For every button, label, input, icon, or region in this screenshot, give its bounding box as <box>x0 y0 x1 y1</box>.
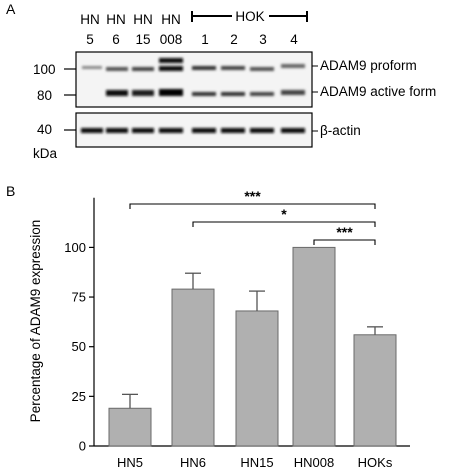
band-proform-hn6 <box>106 67 128 71</box>
lane-top-hn15: HN <box>133 12 153 27</box>
significance-label: *** <box>244 188 261 204</box>
lane-bottom-hok1: 1 <box>201 32 209 47</box>
band-proform-hn008-lower <box>159 66 183 71</box>
band-proform-hok3 <box>250 67 274 71</box>
significance-bracket <box>129 203 376 209</box>
significance-label: * <box>281 206 287 222</box>
actin-bands <box>81 128 305 133</box>
y-tick-label: 50 <box>72 339 86 354</box>
lane-bottom-5: 5 <box>86 32 94 47</box>
band-active-hn6 <box>106 90 128 96</box>
y-tick-label: 0 <box>79 439 86 454</box>
marker-100: 100 <box>33 62 56 77</box>
band-actin-hn6 <box>106 128 128 133</box>
band-proform-hn008-upper <box>159 58 183 63</box>
adam9-bands <box>82 58 305 96</box>
bar-hoks <box>353 334 397 447</box>
adam9-blot-frame <box>75 51 313 108</box>
significance-brackets: ******* <box>129 188 376 245</box>
band-actin-hok3 <box>250 128 274 133</box>
active-form-label: ADAM9 active form <box>320 84 436 99</box>
x-tick-label: HN008 <box>294 455 334 470</box>
y-tick-label: 75 <box>72 290 86 305</box>
significance-label: *** <box>336 224 353 240</box>
x-tick-label: HN6 <box>180 455 206 470</box>
mw-markers: 100 80 40 kDa <box>33 62 76 161</box>
band-actin-hn008 <box>159 128 183 133</box>
band-actin-hok2 <box>221 128 245 133</box>
lane-bottom-hok3: 3 <box>259 32 267 47</box>
band-active-hok4 <box>281 90 305 95</box>
y-axis: 0 25 50 75 100 <box>64 197 95 454</box>
x-tick-labels: HN5 HN6 HN15 HN008 HOKs <box>117 455 393 470</box>
marker-80: 80 <box>37 88 52 103</box>
band-active-hok3 <box>250 92 274 96</box>
band-proform-hn15 <box>132 67 154 71</box>
lane-top-hn008: HN <box>161 12 181 27</box>
significance-bracket <box>313 239 376 245</box>
x-tick-label: HN15 <box>240 455 273 470</box>
band-proform-hn5 <box>82 66 102 69</box>
band-actin-hok1 <box>192 128 216 133</box>
x-tick-label: HN5 <box>117 455 143 470</box>
band-actin-hn15 <box>132 128 154 133</box>
lane-top-hn6: HN <box>106 12 126 27</box>
marker-40: 40 <box>37 122 52 137</box>
error-bars <box>122 272 383 409</box>
kda-label: kDa <box>33 146 57 161</box>
lane-bottom-15: 15 <box>135 32 150 47</box>
lane-bottom-hok2: 2 <box>230 32 238 47</box>
band-proform-hok1 <box>192 66 216 70</box>
lane-bottom-6: 6 <box>112 32 120 47</box>
band-active-hn008 <box>159 89 183 96</box>
y-tick-label: 100 <box>64 240 86 255</box>
band-actin-hn5 <box>81 128 103 133</box>
band-active-hok1 <box>192 92 216 96</box>
proform-label: ADAM9 proform <box>320 58 417 73</box>
band-annotations: ADAM9 proform ADAM9 active form β-actin <box>312 58 436 138</box>
hok-label: HOK <box>235 9 264 24</box>
lane-top-hn5: HN <box>80 12 100 27</box>
band-proform-hok2 <box>221 66 245 70</box>
bar-hn5 <box>108 407 152 447</box>
lane-labels: HN HN HN HN 5 6 15 008 1 2 3 4 <box>80 12 298 47</box>
panel-a-label: A <box>6 1 16 17</box>
bar-chart: Percentage of ADAM9 expression 0 25 50 75 10… <box>28 188 410 470</box>
bar-hn15 <box>235 310 279 447</box>
hok-bracket: HOK <box>191 9 308 24</box>
panel-b-label: B <box>6 183 15 199</box>
band-actin-hok4 <box>281 128 305 133</box>
y-axis-title: Percentage of ADAM9 expression <box>28 220 43 423</box>
bar-hn008 <box>292 246 336 447</box>
x-tick-label: HOKs <box>358 455 393 470</box>
lane-bottom-008: 008 <box>160 32 183 47</box>
bars <box>108 246 397 447</box>
bar-hn6 <box>171 288 215 447</box>
band-active-hn15 <box>132 90 154 96</box>
beta-actin-label: β-actin <box>320 123 361 138</box>
lane-bottom-hok4: 4 <box>290 32 298 47</box>
band-proform-hok4 <box>281 64 305 68</box>
band-active-hok2 <box>221 92 245 96</box>
y-tick-label: 25 <box>72 389 86 404</box>
significance-bracket <box>192 221 376 227</box>
